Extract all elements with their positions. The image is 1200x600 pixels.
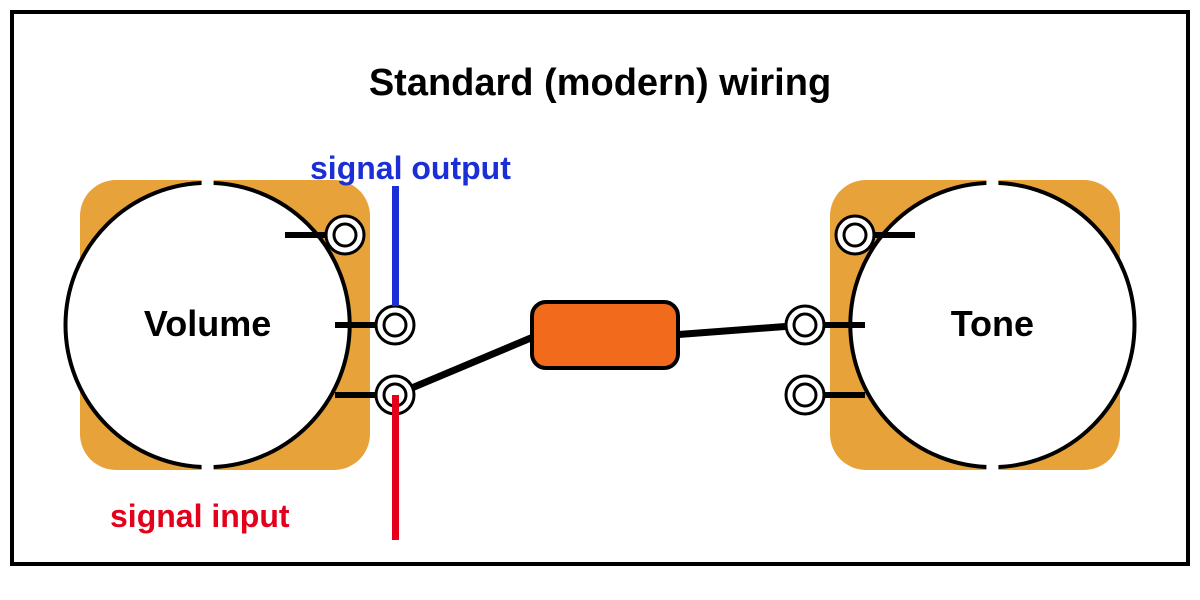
- signal-output-line: [392, 186, 399, 306]
- capacitor: [530, 300, 680, 370]
- signal-output-label: signal output: [310, 150, 511, 187]
- signal-input-line: [392, 395, 399, 540]
- diagram-canvas: Standard (modern) wiring Volume Tone sig…: [0, 0, 1200, 600]
- signal-input-label: signal input: [110, 498, 290, 535]
